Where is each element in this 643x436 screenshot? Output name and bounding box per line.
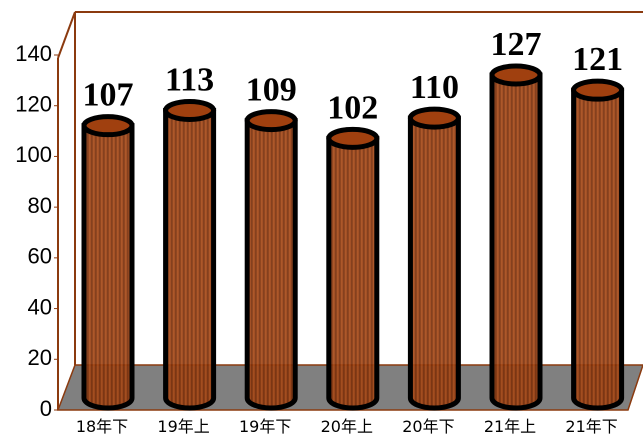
x-tick-label: 19年上 (157, 417, 209, 436)
x-tick-label: 21年上 (484, 417, 536, 436)
bar (81, 123, 135, 411)
x-tick-label: 19年下 (239, 417, 291, 436)
value-label: 110 (410, 69, 459, 106)
bar-top (163, 98, 217, 122)
bar (163, 107, 217, 411)
value-label: 107 (83, 77, 134, 114)
y-tick-label: 20 (28, 345, 52, 370)
y-tick-label: 0 (40, 396, 52, 421)
value-label: 121 (572, 41, 623, 78)
bar (326, 135, 380, 411)
y-tick-label: 120 (15, 92, 52, 117)
bar-top (407, 106, 461, 130)
y-tick-label: 100 (15, 142, 52, 167)
bar-top (244, 109, 298, 133)
x-tick-label: 21年下 (565, 417, 617, 436)
x-tick-label: 20年上 (321, 417, 373, 436)
bar (571, 87, 625, 411)
depth-line (57, 11, 76, 59)
y-tick-label: 80 (28, 193, 52, 218)
value-label: 127 (491, 26, 542, 63)
value-label: 113 (165, 61, 214, 98)
y-tick-label: 140 (15, 41, 52, 66)
bar-top (326, 126, 380, 150)
x-tick-label: 20年下 (402, 417, 454, 436)
bar-top (489, 63, 543, 87)
bar (244, 118, 298, 411)
bar (407, 115, 461, 411)
y-tick-label: 40 (28, 294, 52, 319)
y-tick-label: 60 (28, 244, 52, 269)
value-label: 109 (246, 72, 297, 109)
value-label: 102 (327, 89, 378, 126)
bar (489, 72, 543, 411)
x-tick-label: 18年下 (76, 417, 128, 436)
bar-top (81, 114, 135, 138)
bar-top (571, 78, 625, 102)
